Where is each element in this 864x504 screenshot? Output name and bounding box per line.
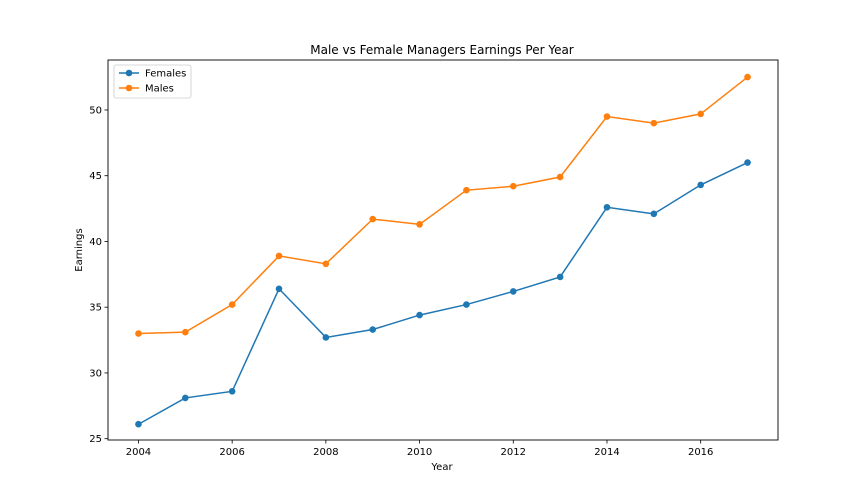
data-point-males [744, 73, 751, 81]
data-point-males [603, 113, 611, 120]
data-point-males [135, 330, 142, 337]
x-tick-label: 2012 [501, 447, 526, 458]
y-tick-label: 50 [89, 105, 102, 116]
data-point-females [275, 285, 283, 293]
data-point-females [697, 181, 704, 189]
data-point-females [369, 326, 377, 333]
data-point-males [322, 260, 330, 268]
data-point-females [556, 273, 564, 281]
series-line-females [138, 161, 748, 425]
y-tick-label: 35 [89, 303, 102, 314]
chart-title: Male vs Female Managers Earnings Per Yea… [310, 43, 574, 57]
legend-label: Females [145, 69, 186, 80]
x-tick-label: 2010 [407, 447, 432, 458]
data-point-females [650, 210, 658, 218]
x-tick-label: 2014 [594, 447, 619, 458]
series-line-males [138, 76, 749, 335]
data-point-males [509, 182, 517, 190]
data-point-females [509, 288, 517, 295]
data-point-males [416, 221, 423, 228]
y-tick-label: 45 [89, 171, 102, 182]
data-point-males [556, 173, 564, 181]
x-axis: 2004 2006 2008 2010 2012 2014 2016 [126, 440, 713, 458]
data-point-males [182, 328, 189, 336]
x-tick-label: 2016 [688, 447, 713, 458]
data-point-males [228, 301, 236, 308]
legend-swatch-marker [125, 69, 133, 77]
data-point-females [228, 388, 236, 395]
plot-frame [107, 59, 779, 441]
data-point-females [744, 159, 751, 166]
legend: Females Males [113, 64, 192, 99]
legend-label: Males [145, 84, 174, 95]
y-axis-label: Earnings [74, 228, 85, 271]
data-point-males [369, 215, 377, 223]
y-tick-label: 25 [89, 434, 102, 445]
data-point-females [603, 203, 611, 211]
x-axis-label: Year [430, 462, 453, 473]
data-point-females [463, 301, 470, 308]
x-tick-label: 2004 [126, 447, 151, 458]
data-point-males [275, 252, 283, 260]
data-point-females [182, 394, 189, 402]
y-tick-label: 40 [89, 237, 102, 248]
x-tick-label: 2008 [313, 447, 338, 458]
data-point-males [463, 186, 470, 194]
data-point-males [650, 119, 658, 127]
y-tick-label: 30 [89, 368, 102, 379]
data-point-females [135, 420, 142, 428]
x-tick-label: 2006 [219, 447, 244, 458]
data-point-females [322, 334, 330, 341]
plot-area [135, 73, 751, 428]
y-axis: 25 30 35 40 45 50 [89, 105, 108, 445]
data-point-females [416, 311, 423, 319]
data-point-males [697, 110, 704, 118]
legend-swatch-marker [125, 84, 133, 92]
